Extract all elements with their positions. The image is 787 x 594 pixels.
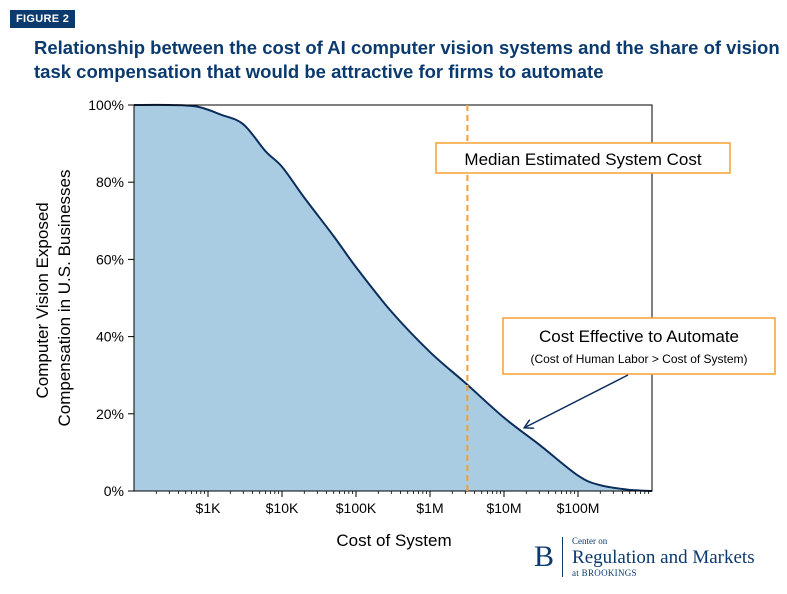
x-axis-label: Cost of System	[336, 531, 451, 550]
brookings-logo: B Center on Regulation and Markets at BR…	[534, 534, 755, 580]
logo-mark: B	[534, 537, 564, 577]
annotation-box: Cost Effective to Automate (Cost of Huma…	[502, 317, 776, 375]
annotation-subtitle: (Cost of Human Labor > Cost of System)	[530, 352, 747, 366]
y-axis-label: Computer Vision Exposed Compensation in …	[33, 169, 74, 426]
x-tick-label: $100M	[557, 500, 600, 516]
y-tick-label: 20%	[96, 406, 124, 422]
logo-line-2: Regulation and Markets	[572, 546, 755, 568]
median-label: Median Estimated System Cost	[464, 150, 701, 169]
y-tick-label: 100%	[88, 97, 124, 113]
logo-line-3: at BROOKINGS	[572, 567, 637, 578]
chart-title: Relationship between the cost of AI comp…	[34, 37, 780, 82]
area-line	[133, 103, 653, 492]
x-axis-ticks: $1K $10K $100K $1M $10M $100M	[155, 491, 650, 516]
x-tick-label: $10M	[486, 500, 521, 516]
plot-frame	[133, 104, 653, 492]
x-tick-label: $100K	[336, 500, 377, 516]
annotation-title: Cost Effective to Automate	[539, 327, 739, 346]
y-tick-label: 80%	[96, 174, 124, 190]
median-label-box: Median Estimated System Cost	[435, 142, 731, 174]
x-tick-label: $1M	[416, 500, 443, 516]
x-tick-label: $10K	[266, 500, 299, 516]
y-tick-label: 0%	[104, 483, 124, 499]
y-tick-label: 60%	[96, 251, 124, 267]
x-tick-label: $1K	[196, 500, 222, 516]
y-tick-label: 40%	[96, 329, 124, 345]
y-axis-ticks: 0% 20% 40% 60% 80% 100%	[88, 97, 134, 499]
area-fill	[134, 104, 652, 492]
y-axis-label-line-1: Computer Vision Exposed	[33, 202, 52, 398]
logo-line-1: Center on	[572, 535, 608, 546]
y-axis-label-line-2: Compensation in U.S. Businesses	[55, 169, 74, 426]
annotation-arrow	[525, 374, 629, 427]
figure-label: FIGURE 2	[10, 10, 76, 28]
